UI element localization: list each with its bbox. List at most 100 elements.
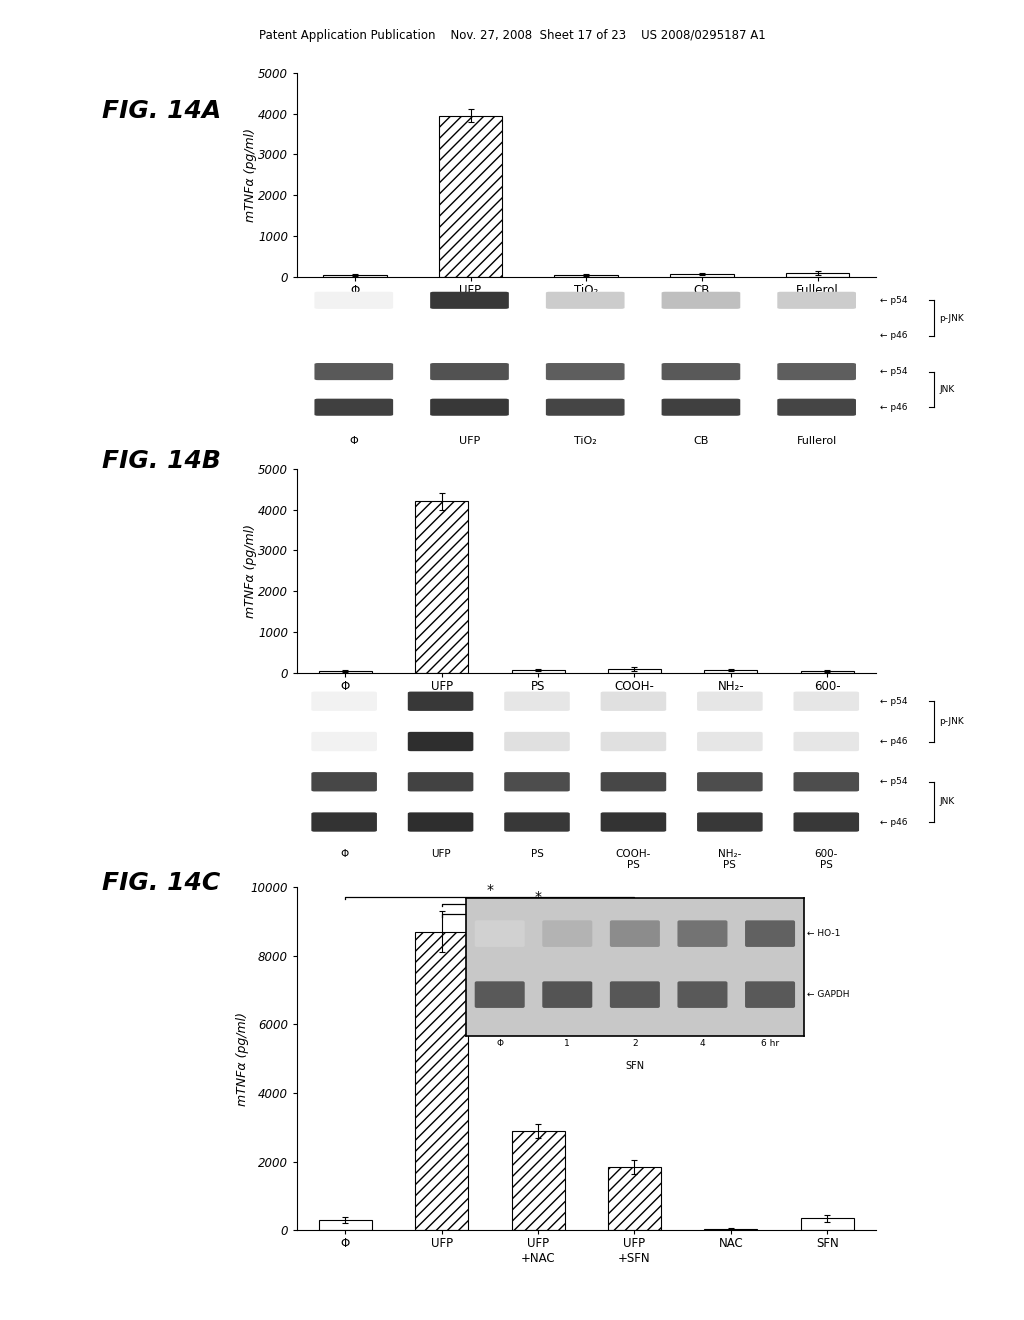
- Text: Φ: Φ: [497, 1039, 503, 1048]
- FancyBboxPatch shape: [314, 363, 393, 380]
- FancyBboxPatch shape: [662, 292, 740, 309]
- Text: 1: 1: [564, 1039, 570, 1048]
- FancyBboxPatch shape: [504, 731, 569, 751]
- FancyBboxPatch shape: [662, 363, 740, 380]
- Text: ← p54: ← p54: [880, 697, 907, 706]
- FancyBboxPatch shape: [697, 731, 763, 751]
- FancyBboxPatch shape: [311, 772, 377, 792]
- Bar: [512, 671, 564, 673]
- Bar: [554, 275, 618, 277]
- Text: COOH-
PS: COOH- PS: [615, 849, 651, 870]
- Text: FIG. 14B: FIG. 14B: [102, 449, 221, 473]
- FancyBboxPatch shape: [543, 981, 592, 1008]
- FancyBboxPatch shape: [430, 363, 509, 380]
- Text: *: *: [535, 890, 542, 903]
- FancyBboxPatch shape: [678, 920, 727, 946]
- Text: ← p46: ← p46: [880, 331, 907, 341]
- Text: ← p54: ← p54: [880, 296, 907, 305]
- FancyBboxPatch shape: [430, 292, 509, 309]
- FancyBboxPatch shape: [697, 772, 763, 792]
- Text: Fullerol: Fullerol: [797, 436, 837, 446]
- FancyBboxPatch shape: [314, 292, 393, 309]
- FancyBboxPatch shape: [697, 692, 763, 711]
- FancyBboxPatch shape: [504, 772, 569, 792]
- Bar: [415, 932, 468, 1230]
- Text: p-JNK: p-JNK: [939, 717, 964, 726]
- Text: *: *: [486, 900, 494, 913]
- Text: NH₂-
PS: NH₂- PS: [718, 849, 741, 870]
- Bar: [438, 116, 503, 277]
- Text: Φ: Φ: [349, 436, 358, 446]
- Bar: [318, 671, 372, 673]
- Text: CB: CB: [693, 436, 709, 446]
- Text: 4: 4: [699, 1039, 706, 1048]
- FancyBboxPatch shape: [794, 772, 859, 792]
- FancyBboxPatch shape: [610, 920, 659, 946]
- FancyBboxPatch shape: [794, 812, 859, 832]
- FancyBboxPatch shape: [777, 363, 856, 380]
- FancyBboxPatch shape: [504, 692, 569, 711]
- Text: ← GAPDH: ← GAPDH: [807, 990, 850, 999]
- FancyBboxPatch shape: [430, 399, 509, 416]
- FancyBboxPatch shape: [777, 399, 856, 416]
- Text: PS: PS: [530, 849, 544, 859]
- Text: JNK: JNK: [939, 385, 954, 393]
- Text: UFP: UFP: [431, 849, 451, 859]
- Text: JNK: JNK: [939, 797, 954, 807]
- Text: 2: 2: [632, 1039, 638, 1048]
- Bar: [318, 1220, 372, 1230]
- FancyBboxPatch shape: [311, 731, 377, 751]
- FancyBboxPatch shape: [546, 292, 625, 309]
- Bar: [801, 671, 854, 673]
- FancyBboxPatch shape: [546, 399, 625, 416]
- Bar: [608, 1167, 660, 1230]
- FancyBboxPatch shape: [408, 731, 473, 751]
- FancyBboxPatch shape: [504, 812, 569, 832]
- Bar: [608, 669, 660, 673]
- Text: *: *: [486, 883, 494, 896]
- Bar: [670, 275, 734, 277]
- Text: Φ: Φ: [340, 849, 348, 859]
- FancyBboxPatch shape: [745, 920, 795, 946]
- FancyBboxPatch shape: [697, 812, 763, 832]
- Text: 6 hr: 6 hr: [761, 1039, 779, 1048]
- Bar: [415, 502, 468, 673]
- FancyBboxPatch shape: [601, 772, 667, 792]
- FancyBboxPatch shape: [408, 692, 473, 711]
- FancyBboxPatch shape: [543, 920, 592, 946]
- Text: ← p54: ← p54: [880, 367, 907, 376]
- Bar: [705, 671, 758, 673]
- Text: p-JNK: p-JNK: [939, 314, 964, 322]
- Text: FIG. 14C: FIG. 14C: [102, 871, 220, 895]
- Text: ← p46: ← p46: [880, 737, 907, 746]
- Bar: [801, 1218, 854, 1230]
- FancyBboxPatch shape: [662, 399, 740, 416]
- FancyBboxPatch shape: [610, 981, 659, 1008]
- FancyBboxPatch shape: [601, 731, 667, 751]
- Text: UFP: UFP: [459, 436, 480, 446]
- Bar: [512, 1131, 564, 1230]
- FancyBboxPatch shape: [745, 981, 795, 1008]
- FancyBboxPatch shape: [475, 981, 524, 1008]
- FancyBboxPatch shape: [777, 292, 856, 309]
- Text: ← p46: ← p46: [880, 403, 907, 412]
- Text: Patent Application Publication    Nov. 27, 2008  Sheet 17 of 23    US 2008/02951: Patent Application Publication Nov. 27, …: [259, 29, 765, 42]
- Y-axis label: mTNFα (pg/ml): mTNFα (pg/ml): [237, 1011, 249, 1106]
- Text: SFN: SFN: [626, 1061, 644, 1071]
- Text: ← p54: ← p54: [880, 777, 907, 787]
- FancyBboxPatch shape: [794, 692, 859, 711]
- FancyBboxPatch shape: [601, 692, 667, 711]
- FancyBboxPatch shape: [311, 692, 377, 711]
- FancyBboxPatch shape: [314, 399, 393, 416]
- Bar: [323, 275, 387, 277]
- Text: ← HO-1: ← HO-1: [807, 929, 841, 939]
- Y-axis label: mTNFα (pg/ml): mTNFα (pg/ml): [244, 128, 257, 222]
- Text: FIG. 14A: FIG. 14A: [102, 99, 221, 123]
- FancyBboxPatch shape: [794, 731, 859, 751]
- FancyBboxPatch shape: [475, 920, 524, 946]
- Text: 600-
PS: 600- PS: [815, 849, 838, 870]
- Bar: [705, 1229, 758, 1230]
- FancyBboxPatch shape: [678, 981, 727, 1008]
- FancyBboxPatch shape: [546, 363, 625, 380]
- Bar: [785, 273, 850, 277]
